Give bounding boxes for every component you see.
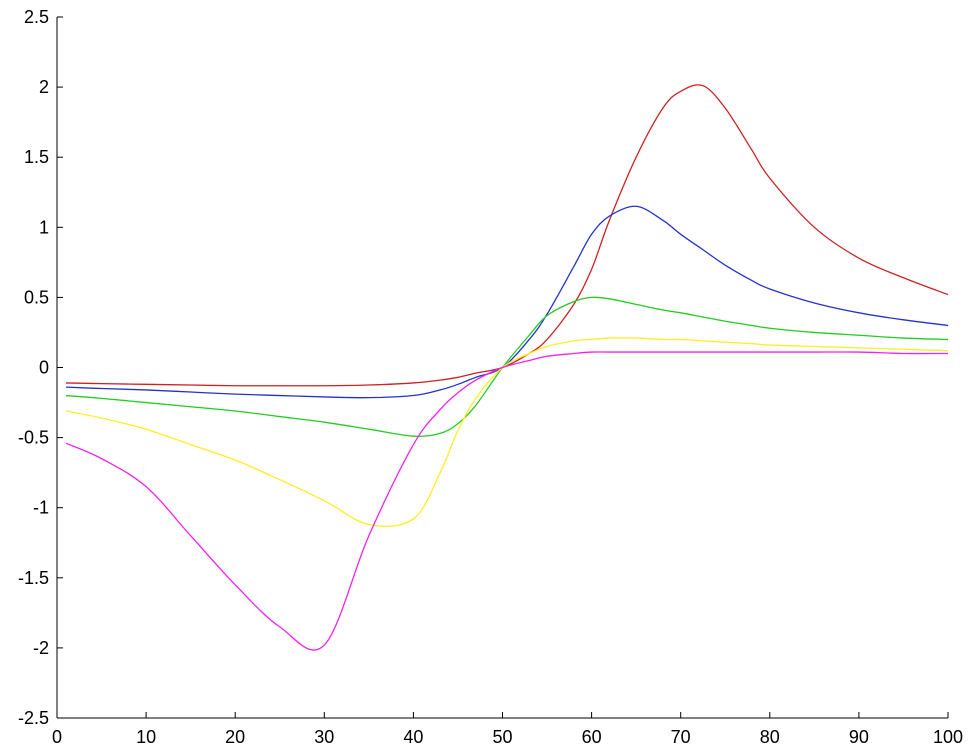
y-tick-label: 2.5 <box>24 7 49 27</box>
x-tick-label: 60 <box>582 727 602 747</box>
series-group <box>65 84 949 651</box>
y-tick-label: 1.5 <box>24 147 49 167</box>
x-tick-label: 30 <box>314 727 334 747</box>
x-tick-label: 50 <box>492 727 512 747</box>
series-line-5 <box>65 351 949 651</box>
y-tick-label: 0.5 <box>24 287 49 307</box>
y-tick-label: -0.5 <box>18 428 49 448</box>
x-tick-label: 10 <box>136 727 156 747</box>
x-ticks: 0 10 20 30 40 50 60 70 80 90 100 <box>52 712 963 747</box>
x-tick-label: 40 <box>403 727 423 747</box>
y-tick-label: 1 <box>39 217 49 237</box>
series-line-3 <box>65 296 949 438</box>
x-tick-label: 100 <box>933 727 963 747</box>
y-tick-label: -1 <box>33 498 49 518</box>
x-tick-label: 0 <box>52 727 62 747</box>
y-tick-label: 2 <box>39 77 49 97</box>
x-tick-label: 20 <box>225 727 245 747</box>
y-ticks: 2.5 2 1.5 1 0.5 0 -0.5 -1 -1.5 -2 -2.5 <box>18 7 63 728</box>
y-tick-label: 0 <box>39 358 49 378</box>
series-line-1 <box>65 84 949 387</box>
y-tick-label: -2 <box>33 638 49 658</box>
x-tick-label: 90 <box>849 727 869 747</box>
x-tick-label: 80 <box>760 727 780 747</box>
y-tick-label: -1.5 <box>18 568 49 588</box>
series-line-4 <box>65 337 949 528</box>
y-tick-label: -2.5 <box>18 708 49 728</box>
series-line-2 <box>65 205 949 399</box>
x-tick-label: 70 <box>671 727 691 747</box>
